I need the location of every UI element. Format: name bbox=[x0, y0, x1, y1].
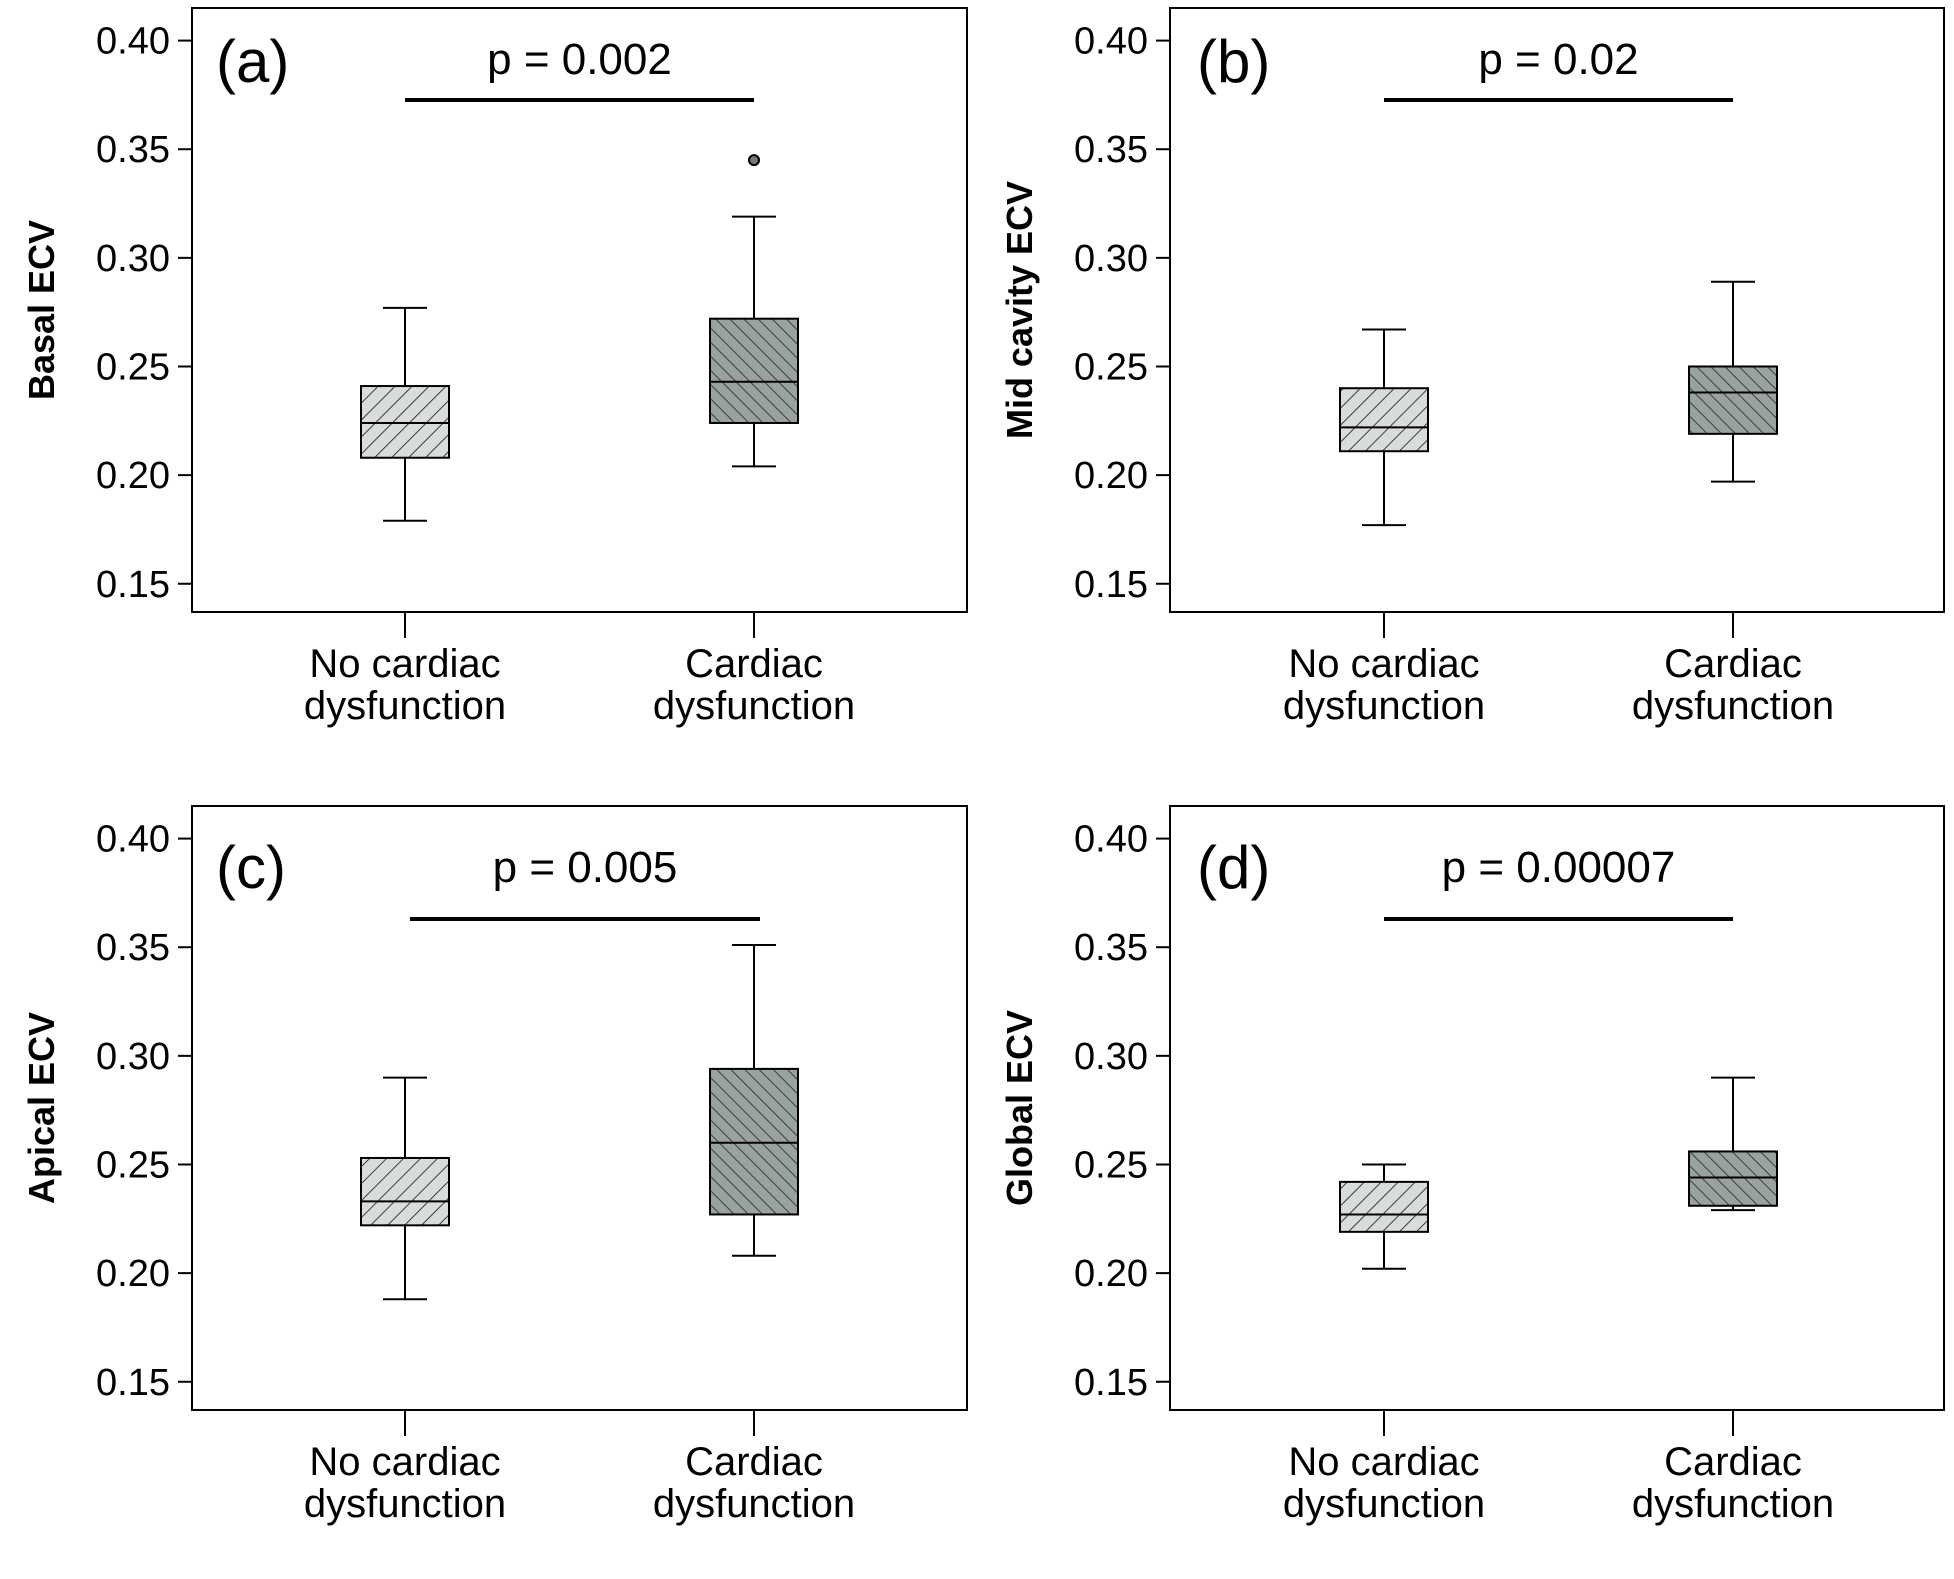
x-category-label-line1: Cardiac bbox=[685, 1440, 823, 1484]
x-category-label-line1: No cardiac bbox=[309, 642, 500, 686]
y-axis-label: Mid cavity ECV bbox=[999, 181, 1040, 439]
box-cardiac-dysfunction bbox=[1688, 280, 1778, 483]
x-category-label-line1: No cardiac bbox=[309, 1440, 500, 1484]
plot-frame bbox=[191, 7, 968, 613]
box-cardiac-dysfunction bbox=[709, 154, 799, 468]
y-tick-label: 0.30 bbox=[1074, 1036, 1148, 1078]
y-tick-label: 0.15 bbox=[96, 1362, 170, 1404]
x-category-label-line1: Cardiac bbox=[1664, 1440, 1802, 1484]
y-tick-label: 0.25 bbox=[96, 1144, 170, 1186]
y-axis-label: Global ECV bbox=[999, 1010, 1040, 1206]
x-category-label-line2: dysfunction bbox=[1632, 1482, 1834, 1526]
iqr-box bbox=[360, 1156, 450, 1227]
y-axis-label: Apical ECV bbox=[21, 1012, 62, 1204]
y-axis-label: Basal ECV bbox=[21, 220, 62, 400]
y-tick-label: 0.35 bbox=[1074, 129, 1148, 171]
x-category-label-line2: dysfunction bbox=[304, 684, 506, 728]
x-category-label-line2: dysfunction bbox=[304, 1482, 506, 1526]
iqr-box bbox=[1339, 387, 1429, 453]
y-tick-label: 0.35 bbox=[96, 129, 170, 171]
panel-label: (a) bbox=[216, 28, 289, 95]
x-category-label-line2: dysfunction bbox=[653, 684, 855, 728]
plot-frame bbox=[191, 805, 968, 1411]
iqr-box bbox=[709, 1067, 799, 1216]
y-tick-label: 0.40 bbox=[1074, 819, 1148, 861]
x-category-label-line1: No cardiac bbox=[1288, 1440, 1479, 1484]
y-tick-label: 0.20 bbox=[1074, 1253, 1148, 1295]
y-tick-label: 0.25 bbox=[1074, 346, 1148, 388]
y-tick-label: 0.30 bbox=[1074, 238, 1148, 280]
box-no-cardiac-dysfunction bbox=[360, 306, 450, 522]
y-tick-label: 0.20 bbox=[96, 1253, 170, 1295]
x-category-label-line1: Cardiac bbox=[685, 642, 823, 686]
y-tick-label: 0.25 bbox=[1074, 1144, 1148, 1186]
panel-b: 0.15 0.20 0.25 0.30 0.35 0.40 Mid cavity ECV (b… bbox=[999, 7, 1945, 728]
panel-a: 0.15 0.20 0.25 0.30 0.35 0.40 Basal ECV (a) p = … bbox=[21, 7, 968, 728]
x-category-label-line1: No cardiac bbox=[1288, 642, 1479, 686]
box-no-cardiac-dysfunction bbox=[1339, 1163, 1429, 1270]
iqr-box bbox=[360, 385, 450, 459]
y-tick-label: 0.20 bbox=[1074, 455, 1148, 497]
x-category-label-line2: dysfunction bbox=[1632, 684, 1834, 728]
y-tick-label: 0.35 bbox=[1074, 927, 1148, 969]
p-value-label: p = 0.002 bbox=[487, 35, 672, 84]
y-tick-label: 0.15 bbox=[96, 564, 170, 606]
box-no-cardiac-dysfunction bbox=[360, 1076, 450, 1301]
p-value-label: p = 0.00007 bbox=[1442, 843, 1676, 892]
outlier-point bbox=[748, 154, 760, 167]
y-tick-label: 0.15 bbox=[1074, 1362, 1148, 1404]
panel-c: 0.15 0.20 0.25 0.30 0.35 0.40 Apical ECV (c) p =… bbox=[21, 805, 968, 1526]
box-no-cardiac-dysfunction bbox=[1339, 328, 1429, 527]
iqr-box bbox=[1339, 1180, 1429, 1233]
y-tick-label: 0.40 bbox=[1074, 21, 1148, 63]
x-category-label-line2: dysfunction bbox=[1283, 1482, 1485, 1526]
plot-frame bbox=[1169, 7, 1945, 613]
panel-d: 0.15 0.20 0.25 0.30 0.35 0.40 Global ECV (d) p =… bbox=[999, 805, 1945, 1526]
panel-label: (d) bbox=[1197, 834, 1270, 901]
y-tick-label: 0.20 bbox=[96, 455, 170, 497]
y-tick-label: 0.35 bbox=[96, 927, 170, 969]
x-category-label-line2: dysfunction bbox=[1283, 684, 1485, 728]
y-tick-label: 0.25 bbox=[96, 346, 170, 388]
x-category-label-line2: dysfunction bbox=[653, 1482, 855, 1526]
y-tick-label: 0.40 bbox=[96, 819, 170, 861]
plot-frame bbox=[1169, 805, 1945, 1411]
iqr-box bbox=[1688, 1150, 1778, 1207]
p-value-label: p = 0.005 bbox=[493, 843, 678, 892]
box-cardiac-dysfunction bbox=[709, 944, 799, 1257]
panel-label: (b) bbox=[1197, 28, 1270, 95]
y-tick-label: 0.15 bbox=[1074, 564, 1148, 606]
y-tick-label: 0.30 bbox=[96, 1036, 170, 1078]
y-tick-label: 0.40 bbox=[96, 21, 170, 63]
iqr-box bbox=[709, 317, 799, 424]
x-category-label-line1: Cardiac bbox=[1664, 642, 1802, 686]
y-tick-label: 0.30 bbox=[96, 238, 170, 280]
iqr-box bbox=[1688, 365, 1778, 435]
p-value-label: p = 0.02 bbox=[1478, 35, 1638, 84]
panel-label: (c) bbox=[216, 834, 286, 901]
box-cardiac-dysfunction bbox=[1688, 1076, 1778, 1212]
